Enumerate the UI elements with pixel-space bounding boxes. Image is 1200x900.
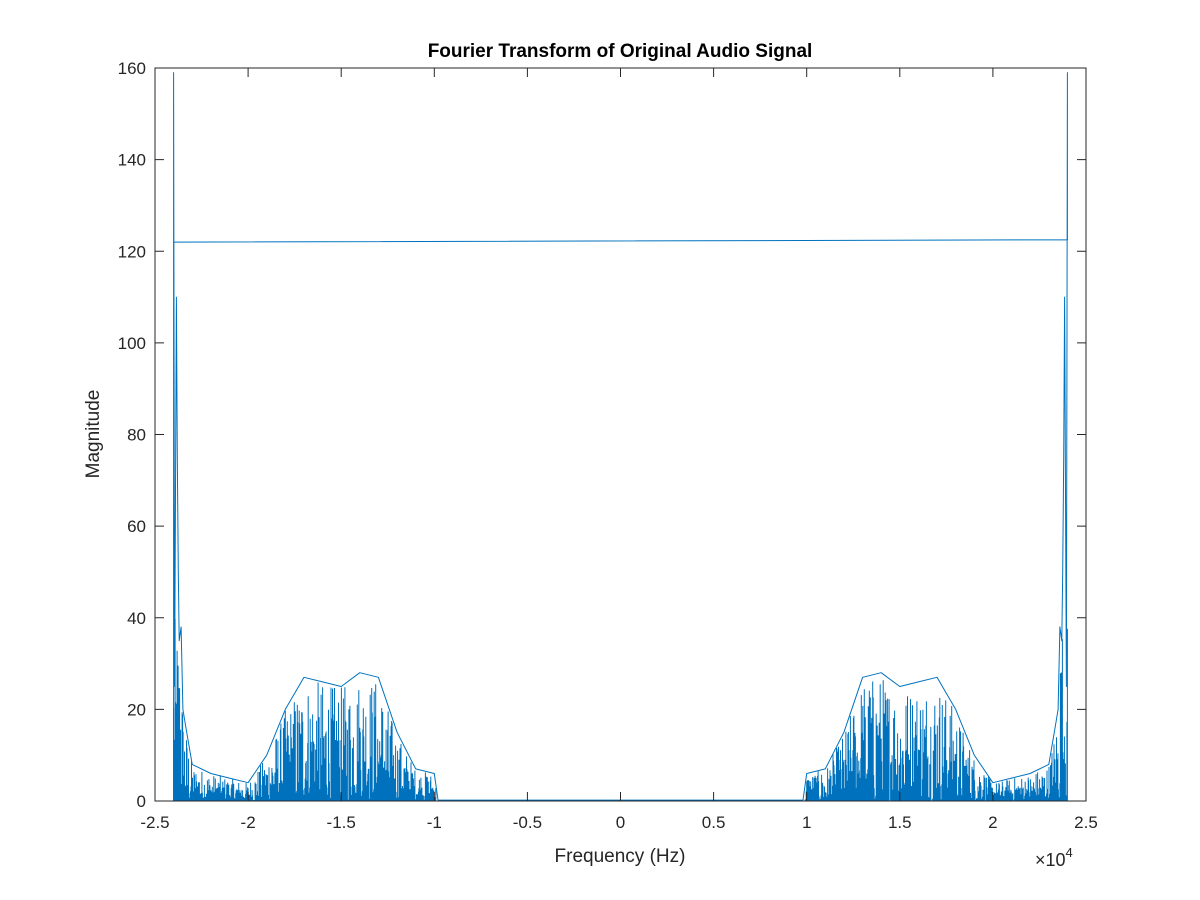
x-tick-label: -2.5 — [140, 813, 169, 832]
x-tick-label: -2 — [241, 813, 256, 832]
y-tick-label: 100 — [118, 334, 146, 353]
y-tick-label: 120 — [118, 242, 146, 261]
x-exponent-power: 4 — [1066, 845, 1073, 860]
chart-title: Fourier Transform of Original Audio Sign… — [428, 41, 813, 62]
x-tick-label: -1 — [427, 813, 442, 832]
x-tick-label: 1.5 — [888, 813, 912, 832]
x-tick-label: 0 — [616, 813, 625, 832]
x-tick-label: 2 — [988, 813, 997, 832]
x-exponent: ×104 — [1035, 845, 1073, 870]
x-tick-labels: -2.5 -2 -1.5 -1 -0.5 0 0.5 1 1.5 2 2.5 — [140, 813, 1097, 832]
y-tick-labels: 0 20 40 60 80 100 120 140 160 — [118, 59, 146, 811]
y-tick-label: 80 — [127, 426, 146, 445]
y-tick-label: 20 — [127, 700, 146, 719]
x-tick-label: 0.5 — [702, 813, 726, 832]
x-tick-label: -1.5 — [327, 813, 356, 832]
plot-area — [155, 68, 1086, 801]
y-tick-label: 0 — [137, 792, 146, 811]
x-tick-label: 2.5 — [1074, 813, 1098, 832]
series-line-magnitude — [173, 72, 1068, 801]
y-tick-label: 140 — [118, 151, 146, 170]
y-tick-label: 160 — [118, 59, 146, 78]
x-axis-label: Frequency (Hz) — [555, 846, 686, 867]
x-tick-label: 1 — [802, 813, 811, 832]
y-tick-label: 40 — [127, 609, 146, 628]
axes-box — [154, 67, 1087, 802]
y-tick-label: 60 — [127, 517, 146, 536]
x-exponent-base: ×10 — [1035, 850, 1066, 870]
y-axis-label: Magnitude — [83, 390, 104, 479]
x-tick-label: -0.5 — [513, 813, 542, 832]
